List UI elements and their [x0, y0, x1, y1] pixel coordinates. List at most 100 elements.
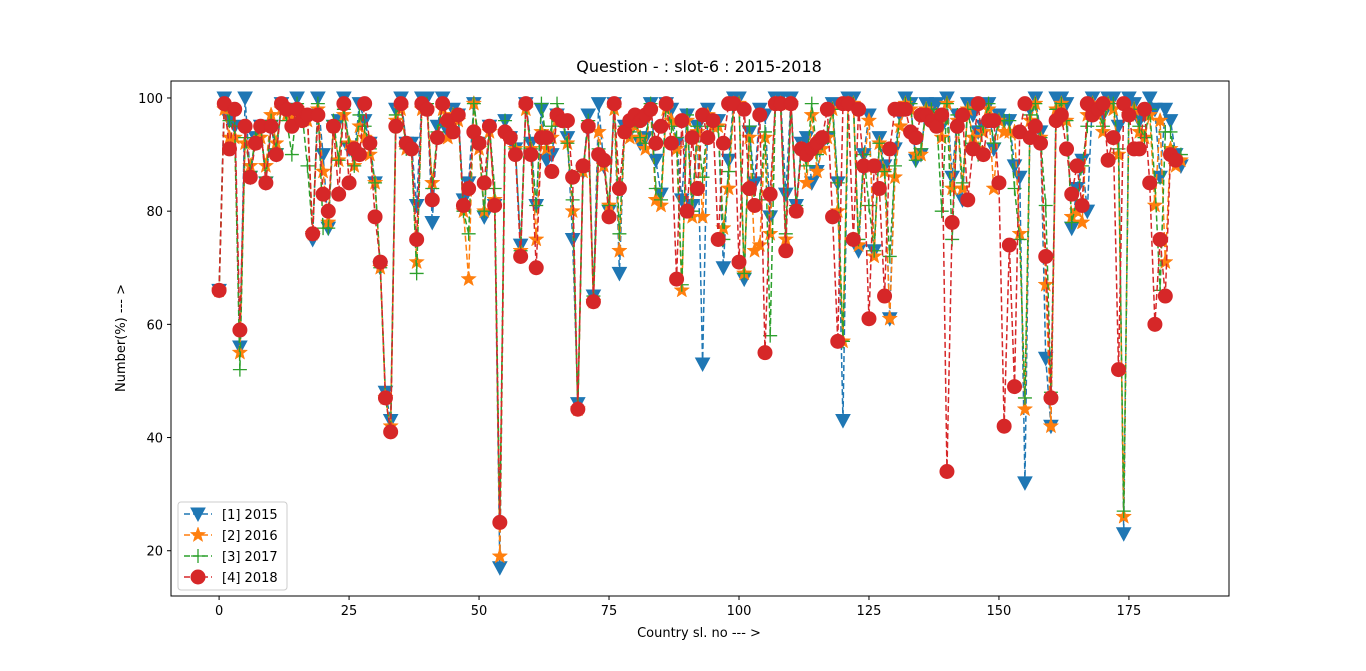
data-point [653, 118, 669, 134]
data-point [690, 119, 705, 134]
data-point [419, 101, 435, 117]
legend-item: [1] 2015 [184, 507, 278, 523]
data-point [242, 169, 258, 185]
y-tick-label: 40 [146, 432, 163, 447]
data-point [247, 135, 263, 151]
x-tick-label: 50 [471, 604, 488, 619]
data-point [1016, 400, 1034, 417]
data-point [986, 136, 1001, 151]
data-point [528, 260, 544, 276]
data-point [263, 118, 279, 134]
data-point [529, 198, 544, 213]
x-tick-label: 100 [727, 604, 752, 619]
data-point [513, 248, 529, 264]
data-point [221, 141, 237, 157]
y-tick-label: 20 [146, 545, 163, 560]
data-point [1002, 113, 1017, 128]
x-axis: 0 25 50 75 100 125 150 175 [215, 596, 1141, 619]
data-point [861, 198, 876, 213]
data-point [544, 119, 559, 134]
x-tick-label: 125 [857, 604, 882, 619]
data-point [325, 118, 341, 134]
data-point [694, 357, 711, 373]
data-point [383, 424, 399, 440]
data-point [232, 322, 248, 338]
data-point [762, 186, 778, 202]
data-point [1023, 107, 1038, 122]
data-point [694, 208, 711, 224]
data-point [409, 266, 424, 281]
y-tick-label: 100 [138, 92, 163, 107]
data-point [305, 226, 321, 242]
x-axis-label: Country sl. no --- > [637, 626, 761, 641]
data-point [523, 147, 539, 163]
series-line [218, 101, 1182, 557]
data-point [715, 261, 732, 276]
data-point [611, 242, 628, 258]
data-point [804, 96, 819, 111]
data-point [466, 96, 481, 111]
data-point [341, 175, 357, 191]
data-point [777, 187, 794, 203]
data-point [741, 181, 757, 197]
data-point [455, 198, 471, 214]
data-point [424, 192, 440, 208]
data-point [1042, 417, 1060, 434]
data-point [460, 270, 477, 287]
data-point [320, 203, 336, 219]
data-point [1142, 175, 1158, 191]
data-point [534, 96, 549, 111]
legend-label: [2] 2016 [222, 529, 278, 544]
x-tick-label: 75 [601, 604, 618, 619]
data-point [866, 158, 882, 174]
data-point [720, 179, 737, 196]
data-point [331, 153, 346, 168]
data-point [539, 130, 555, 146]
data-point [788, 203, 804, 219]
data-point [487, 198, 503, 214]
data-point [814, 130, 830, 146]
data-point [908, 130, 924, 146]
data-point [559, 113, 575, 129]
data-point [612, 226, 627, 241]
data-point [845, 231, 861, 247]
data-point [757, 345, 773, 361]
data-point [830, 175, 845, 190]
data-point [611, 266, 628, 282]
data-point [881, 309, 899, 326]
data-point [783, 96, 799, 112]
data-point [1064, 215, 1079, 230]
data-point [1132, 119, 1147, 134]
data-point [1168, 152, 1184, 168]
data-point [872, 136, 887, 151]
data-point [237, 118, 253, 134]
data-point [882, 141, 898, 157]
data-point [502, 130, 518, 146]
data-point [357, 119, 372, 134]
data-point [461, 226, 476, 241]
data-point [471, 135, 487, 151]
data-point [1038, 198, 1053, 213]
data-point [877, 164, 892, 179]
data-point [1037, 276, 1055, 292]
legend-label: [4] 2018 [222, 571, 278, 586]
legend-item: [2] 2016 [184, 526, 278, 544]
data-point [1147, 316, 1163, 332]
data-point [996, 418, 1012, 434]
data-point [684, 130, 700, 146]
data-point [1001, 237, 1017, 253]
data-point [1043, 390, 1059, 406]
data-point [492, 514, 508, 530]
data-point [1053, 107, 1069, 123]
data-point [368, 175, 383, 190]
data-point [596, 152, 612, 168]
data-point [1151, 111, 1169, 128]
data-point [720, 153, 737, 169]
data-point [1059, 141, 1075, 157]
data-point [689, 181, 705, 197]
data-point [731, 254, 747, 270]
data-point [882, 249, 897, 264]
data-point [560, 136, 575, 151]
x-tick-label: 25 [341, 604, 358, 619]
